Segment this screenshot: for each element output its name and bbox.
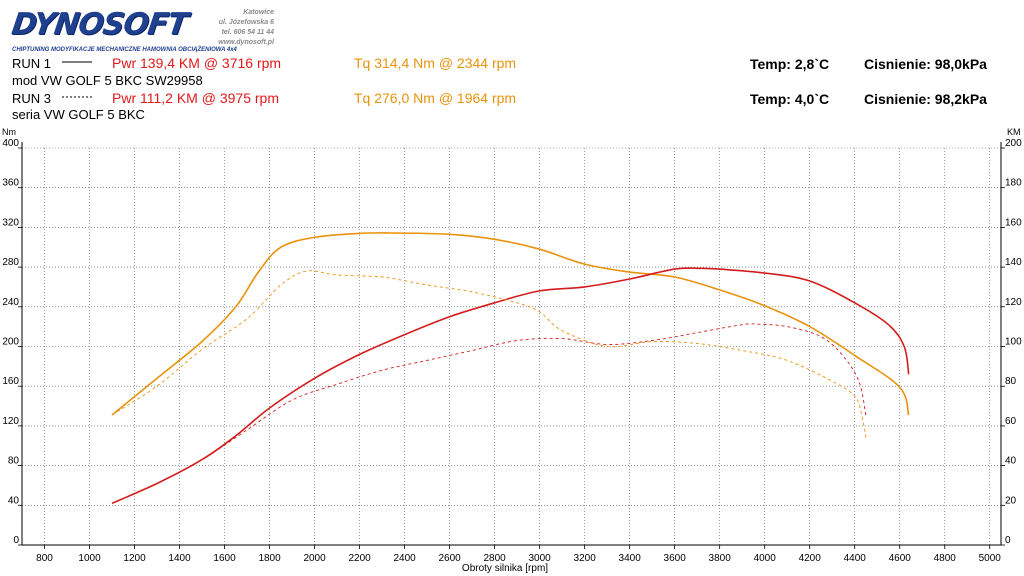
x-tick-label: 3200: [574, 553, 597, 564]
y-right-tick-label: 100: [1005, 337, 1022, 348]
run1-label: RUN 1: [12, 56, 52, 71]
chart-series: [111, 232, 910, 505]
run3-power-curve: [111, 323, 867, 504]
x-tick-label: 2400: [393, 553, 416, 564]
y-left-tick-label: 40: [8, 495, 20, 506]
logo: DYNOSOFT CHIPTUNING MODYFIKACJE MECHANIC…: [4, 3, 276, 53]
run3-pressure: Cisnienie: 98,2kPa: [864, 91, 987, 107]
run1-power-curve: [111, 267, 910, 505]
x-tick-label: 1600: [213, 553, 236, 564]
x-tick-label: 3400: [619, 553, 642, 564]
y-right-tick-label: 0: [1005, 535, 1011, 546]
run1-torque: Tq 314,4 Nm @ 2344 rpm: [354, 55, 517, 71]
y-right-tick-label: 120: [1005, 297, 1022, 308]
y-right-tick-label: 180: [1005, 178, 1022, 189]
y-left-tick-label: 240: [2, 297, 19, 308]
x-tick-label: 5000: [979, 553, 1002, 564]
x-tick-label: 1000: [78, 553, 101, 564]
y-axis-label-left: Nm: [2, 127, 16, 137]
logo-subtitle: CHIPTUNING MODYFIKACJE MECHANICZNE HAMOW…: [12, 47, 237, 53]
y-right-tick-label: 20: [1005, 495, 1017, 506]
y-axis-label-right: KM: [1007, 127, 1021, 137]
address-phone: tel. 606 54 11 44: [221, 29, 274, 36]
y-left-tick-label: 360: [2, 178, 19, 189]
run1-description: mod VW GOLF 5 BKC SW29958: [12, 73, 203, 88]
address-block: Katowice ul. Józefowska 6 tel. 606 54 11…: [174, 8, 274, 48]
dyno-chart: 800 1000 1200 1400 1600 1800 2000 2200 2400 2600 2…: [2, 127, 1022, 574]
run1-line-sample: [62, 61, 92, 63]
run3-power: Pwr 111,2 KM @ 3975 rpm: [112, 90, 279, 106]
x-tick-label: 2000: [303, 553, 326, 564]
chart-grid: [22, 147, 1001, 546]
x-tick-label: 2600: [438, 553, 461, 564]
run1-torque-curve: [111, 232, 910, 416]
run3-torque: Tq 276,0 Nm @ 1964 rpm: [354, 90, 517, 106]
run3-label: RUN 3: [12, 91, 52, 106]
x-tick-label: 800: [36, 553, 53, 564]
y-left-tick-label: 120: [2, 416, 19, 427]
chart-ticks: 800 1000 1200 1400 1600 1800 2000 2200 2400 2600 2…: [2, 138, 1022, 564]
y-right-tick-label: 200: [1005, 138, 1022, 149]
logo-text: DYNOSOFT: [9, 7, 190, 42]
y-left-tick-label: 320: [2, 217, 19, 228]
y-right-tick-label: 160: [1005, 217, 1022, 228]
y-right-tick-label: 140: [1005, 257, 1022, 268]
y-left-tick-label: 400: [2, 138, 19, 149]
y-right-tick-label: 80: [1005, 376, 1017, 387]
y-left-tick-label: 160: [2, 376, 19, 387]
x-axis-label: Obroty silnika [rpm]: [462, 563, 548, 574]
y-left-tick-label: 0: [13, 535, 19, 546]
address-web: www.dynosoft.pl: [218, 39, 274, 46]
address-city: Katowice: [243, 9, 274, 16]
x-tick-label: 4000: [754, 553, 777, 564]
x-tick-label: 4200: [799, 553, 822, 564]
run1-temp: Temp: 2,8`C: [750, 56, 830, 72]
run3-line-sample: [62, 96, 92, 98]
x-tick-label: 3000: [529, 553, 552, 564]
x-tick-label: 4800: [934, 553, 957, 564]
x-tick-label: 3800: [709, 553, 732, 564]
address-street: ul. Józefowska 6: [218, 19, 274, 26]
run3-description: seria VW GOLF 5 BKC: [12, 107, 145, 122]
x-tick-label: 2800: [483, 553, 506, 564]
chart-axes: [21, 142, 1002, 546]
run3-temp: Temp: 4,0`C: [750, 91, 830, 107]
y-right-tick-label: 60: [1005, 416, 1017, 427]
x-tick-label: 1400: [168, 553, 191, 564]
run1-power: Pwr 139,4 KM @ 3716 rpm: [112, 55, 282, 71]
x-tick-label: 3600: [664, 553, 687, 564]
run1-pressure: Cisnienie: 98,0kPa: [864, 56, 987, 72]
y-left-tick-label: 200: [2, 337, 19, 348]
run3-torque-curve: [111, 270, 867, 438]
x-tick-label: 4600: [889, 553, 912, 564]
x-tick-label: 1200: [123, 553, 146, 564]
x-tick-label: 4400: [844, 553, 867, 564]
y-left-tick-label: 80: [8, 456, 20, 467]
x-tick-label: 2200: [348, 553, 371, 564]
x-tick-label: 1800: [258, 553, 281, 564]
y-left-tick-label: 280: [2, 257, 19, 268]
y-right-tick-label: 40: [1005, 456, 1017, 467]
